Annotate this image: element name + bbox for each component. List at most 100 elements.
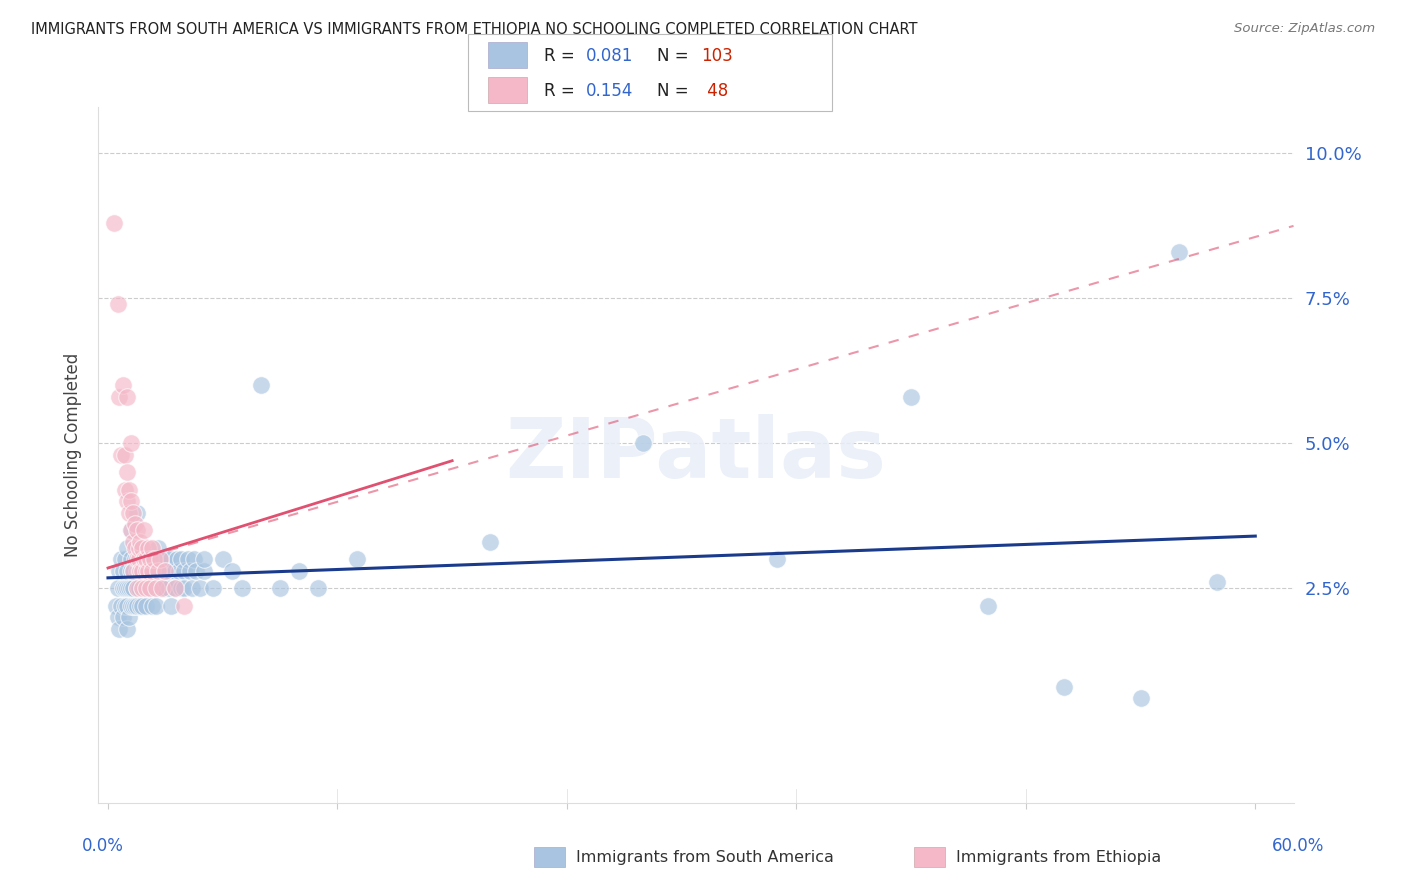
- Point: [193, 552, 215, 566]
- Point: [107, 297, 129, 311]
- Point: [118, 483, 141, 497]
- Point: [211, 552, 233, 566]
- Point: [155, 582, 177, 596]
- Point: [125, 564, 148, 578]
- Point: [173, 599, 195, 613]
- Point: [149, 552, 172, 566]
- Point: [139, 552, 162, 566]
- Point: [149, 552, 172, 566]
- Point: [150, 582, 173, 596]
- Point: [184, 564, 207, 578]
- Point: [288, 564, 311, 578]
- Point: [193, 564, 215, 578]
- Point: [120, 564, 142, 578]
- Text: ZIPatlas: ZIPatlas: [506, 415, 886, 495]
- Point: [221, 564, 243, 578]
- Point: [155, 564, 177, 578]
- Point: [110, 552, 132, 566]
- Text: 0.154: 0.154: [586, 82, 634, 100]
- Point: [163, 564, 186, 578]
- Point: [135, 552, 157, 566]
- Point: [307, 582, 329, 596]
- Point: [125, 541, 148, 555]
- Point: [976, 599, 998, 613]
- Point: [1053, 680, 1076, 694]
- Point: [134, 552, 156, 566]
- Point: [163, 582, 186, 596]
- Point: [128, 552, 150, 566]
- Point: [124, 552, 146, 566]
- Point: [183, 552, 205, 566]
- Point: [114, 582, 136, 596]
- Point: [124, 541, 146, 555]
- Point: [125, 599, 148, 613]
- Point: [120, 436, 142, 450]
- Point: [120, 599, 142, 613]
- Point: [188, 582, 211, 596]
- Point: [131, 541, 153, 555]
- Point: [633, 436, 655, 450]
- Point: [156, 552, 179, 566]
- Point: [125, 506, 148, 520]
- Point: [346, 552, 368, 566]
- Point: [125, 552, 148, 566]
- Point: [131, 552, 153, 566]
- Text: 48: 48: [702, 82, 728, 100]
- Point: [125, 523, 148, 537]
- Point: [766, 552, 789, 566]
- Point: [900, 390, 922, 404]
- Point: [110, 448, 132, 462]
- Point: [169, 552, 191, 566]
- Point: [157, 582, 180, 596]
- Point: [202, 582, 225, 596]
- Point: [1206, 575, 1229, 590]
- Point: [150, 564, 173, 578]
- Point: [146, 564, 169, 578]
- Point: [114, 483, 136, 497]
- Point: [167, 564, 190, 578]
- Point: [114, 599, 136, 613]
- Point: [160, 552, 183, 566]
- Point: [135, 564, 157, 578]
- Point: [129, 534, 152, 549]
- Point: [114, 448, 136, 462]
- Point: [115, 622, 138, 636]
- Point: [141, 564, 163, 578]
- Text: N =: N =: [657, 82, 693, 100]
- Point: [181, 582, 204, 596]
- Point: [139, 582, 162, 596]
- Point: [134, 582, 156, 596]
- Point: [142, 564, 165, 578]
- Point: [128, 564, 150, 578]
- Point: [139, 582, 162, 596]
- Point: [131, 582, 153, 596]
- Point: [115, 582, 138, 596]
- Text: 103: 103: [702, 47, 734, 65]
- Point: [145, 582, 167, 596]
- Point: [160, 599, 183, 613]
- Point: [169, 582, 191, 596]
- Point: [107, 610, 129, 624]
- Text: 0.081: 0.081: [586, 47, 634, 65]
- Point: [135, 582, 157, 596]
- Text: Source: ZipAtlas.com: Source: ZipAtlas.com: [1234, 22, 1375, 36]
- Point: [269, 582, 291, 596]
- Point: [139, 552, 162, 566]
- Point: [118, 610, 141, 624]
- Point: [136, 582, 159, 596]
- Point: [114, 552, 136, 566]
- Point: [120, 582, 142, 596]
- Point: [129, 599, 152, 613]
- Point: [166, 552, 188, 566]
- Point: [118, 582, 141, 596]
- Point: [108, 622, 131, 636]
- Text: N =: N =: [657, 47, 693, 65]
- Point: [155, 564, 177, 578]
- Point: [121, 564, 143, 578]
- Point: [141, 541, 163, 555]
- Point: [115, 564, 138, 578]
- Text: R =: R =: [544, 82, 581, 100]
- Point: [479, 534, 502, 549]
- Point: [152, 552, 174, 566]
- Text: 0.0%: 0.0%: [82, 837, 124, 855]
